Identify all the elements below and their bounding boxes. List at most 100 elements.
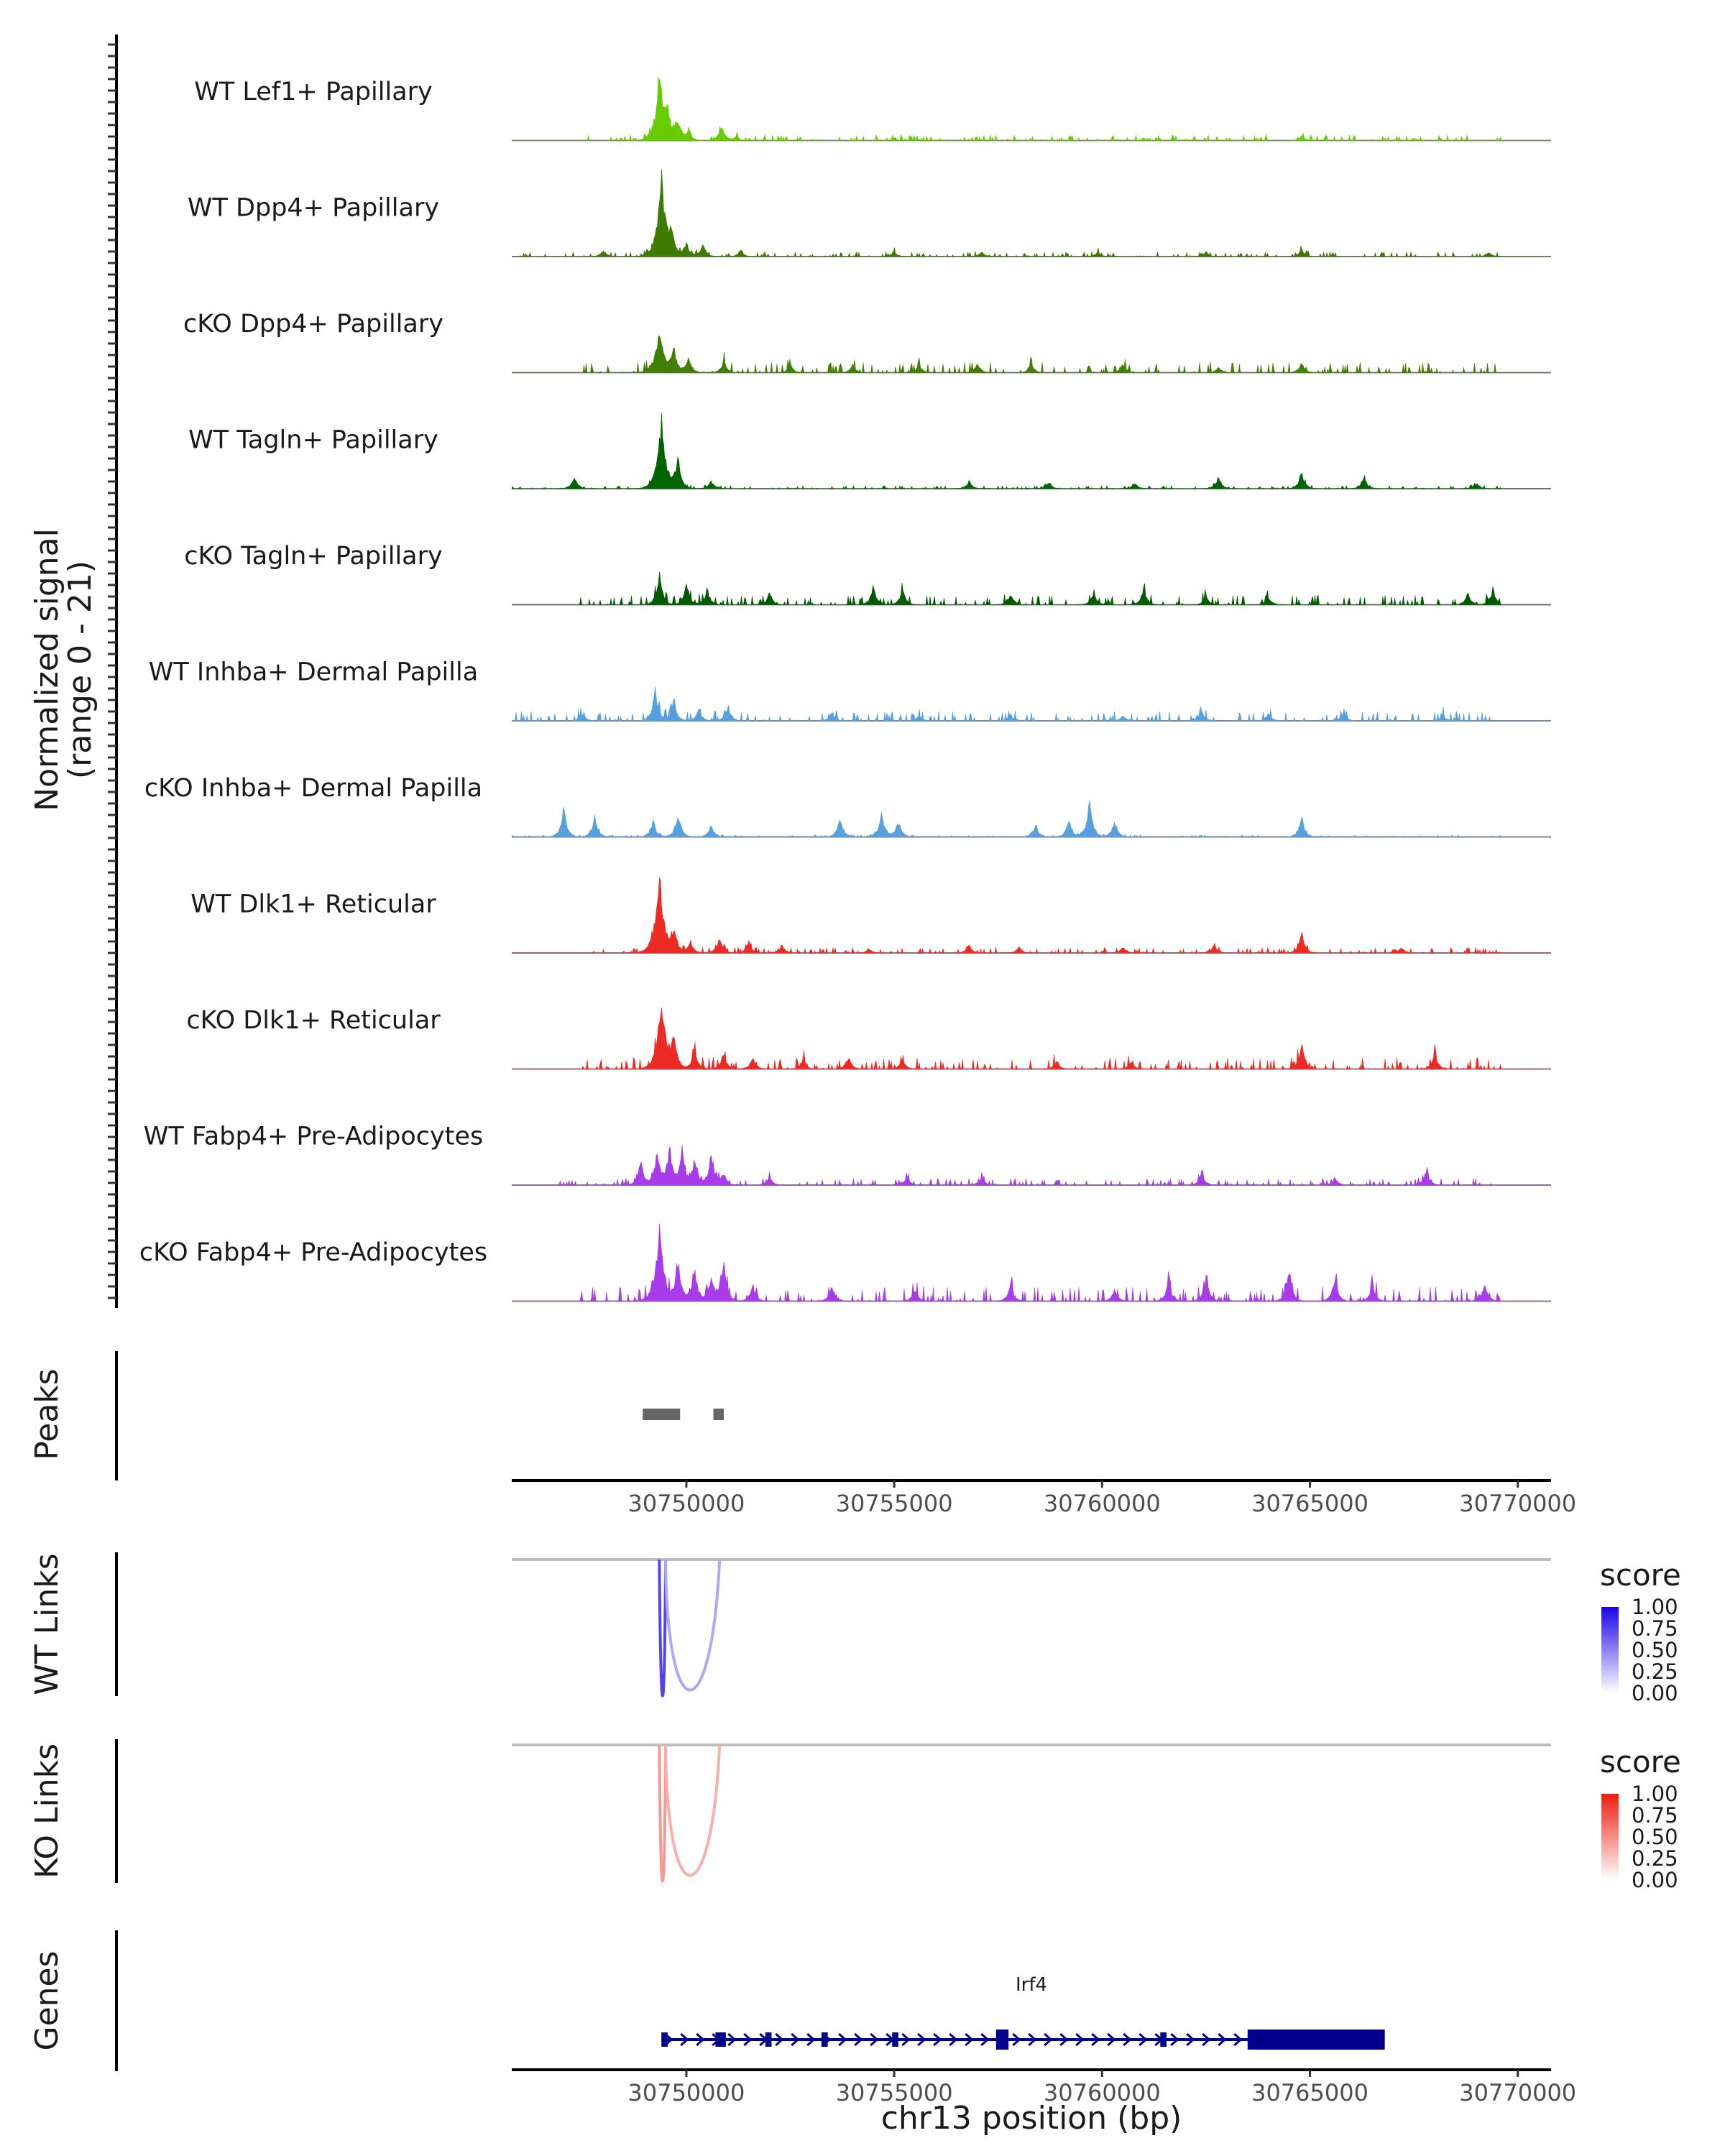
- strand-chevron: [933, 2032, 942, 2047]
- strand-chevron: [965, 2032, 974, 2047]
- wt-legend-tick: 0.00: [1632, 1681, 1678, 1705]
- ko-legend-tick: 1.00: [1632, 1782, 1678, 1806]
- track-label: cKO Fabp4+ Pre-Adipocytes: [139, 1238, 487, 1267]
- wt-legend-tick: 0.75: [1632, 1616, 1678, 1641]
- ko-legend-tick: 0.25: [1632, 1846, 1678, 1871]
- wt-link-arcs: [658, 1559, 722, 1697]
- coverage-track: cKO Dlk1+ Reticular: [186, 1006, 1551, 1070]
- strand-chevron: [775, 2032, 784, 2047]
- x-axis-top-tick-label: 30750000: [627, 1490, 745, 1517]
- strand-chevron: [949, 2032, 958, 2047]
- gene-exon: [995, 2030, 1009, 2050]
- wt-links-label: WT Links: [29, 1553, 65, 1695]
- genes-label: Genes: [29, 1950, 65, 2050]
- gene-exon: [715, 2032, 726, 2047]
- strand-chevron: [917, 2032, 926, 2047]
- coverage-area: [512, 571, 1551, 606]
- track-label: WT Lef1+ Papillary: [194, 78, 433, 106]
- x-axis-bottom-tick-label: 30760000: [1044, 2079, 1161, 2106]
- strand-chevron: [1170, 2032, 1179, 2047]
- wt-legend-tick: 1.00: [1632, 1595, 1678, 1619]
- coverage-track: WT Dlk1+ Reticular: [190, 877, 1551, 954]
- wt-legend-tick: 0.50: [1632, 1638, 1678, 1662]
- gene-exon: [1160, 2032, 1167, 2047]
- track-label: WT Tagln+ Papillary: [188, 426, 438, 455]
- coverage-area: [512, 336, 1551, 374]
- coverage-tracks: WT Lef1+ Papillary WT Dpp4+ Papillary cKO …: [139, 76, 1551, 1302]
- coverage-y-tick-marks: [108, 43, 116, 1299]
- coverage-track: cKO Inhba+ Dermal Papilla: [144, 774, 1551, 838]
- track-label: WT Fabp4+ Pre-Adipocytes: [144, 1123, 483, 1151]
- peak-region: [713, 1409, 724, 1420]
- strand-chevron: [1075, 2032, 1085, 2047]
- wt-score-legend: score 1.00 0.75 0.50 0.25 0.00: [1600, 1557, 1681, 1705]
- ko-link-arcs: [658, 1744, 722, 1883]
- strand-chevron: [791, 2032, 800, 2047]
- link-arc: [658, 1744, 668, 1883]
- peak-region: [643, 1409, 681, 1420]
- strand-chevron: [901, 2032, 911, 2047]
- x-axis-bottom-tick-label: 30750000: [627, 2079, 745, 2106]
- strand-chevron: [1186, 2032, 1195, 2047]
- strand-chevron: [1123, 2032, 1132, 2047]
- ko-legend-title: score: [1600, 1744, 1681, 1779]
- strand-chevron: [854, 2032, 863, 2047]
- ko-legend-tick: 0.50: [1632, 1825, 1678, 1849]
- coverage-area: [512, 686, 1551, 722]
- coverage-area: [512, 1145, 1551, 1187]
- coverage-area: [512, 168, 1551, 258]
- coverage-area: [511, 800, 1551, 838]
- strand-chevron: [1107, 2032, 1116, 2047]
- gene-exon: [1247, 2030, 1385, 2050]
- strand-chevron: [680, 2032, 689, 2047]
- track-label: cKO Tagln+ Papillary: [184, 542, 443, 571]
- strand-chevron: [696, 2032, 705, 2047]
- coverage-ylabel-line2: (range 0 - 21): [62, 561, 98, 779]
- coverage-track: WT Tagln+ Papillary: [188, 413, 1551, 489]
- x-axis-bottom-tick-label: 30765000: [1251, 2079, 1368, 2106]
- coverage-track: cKO Fabp4+ Pre-Adipocytes: [139, 1223, 1551, 1302]
- strand-chevron: [1028, 2032, 1037, 2047]
- coverage-area: [512, 76, 1551, 142]
- gene-name: Irf4: [1016, 1974, 1047, 1996]
- strand-chevron: [1044, 2032, 1053, 2047]
- wt-legend-colorbar: [1601, 1607, 1619, 1693]
- x-axis-label: chr13 position (bp): [881, 2100, 1182, 2137]
- strand-chevron: [727, 2032, 737, 2047]
- coverage-area: [512, 877, 1551, 954]
- link-arc: [658, 1559, 668, 1697]
- x-axis-top-tick-label: 30765000: [1251, 1490, 1368, 1517]
- x-axis-top-tick-label: 30770000: [1459, 1490, 1576, 1517]
- coverage-area: [511, 413, 1551, 489]
- strand-chevron: [1012, 2032, 1021, 2047]
- track-label: cKO Inhba+ Dermal Papilla: [144, 774, 482, 803]
- track-label: WT Inhba+ Dermal Papilla: [149, 658, 478, 687]
- strand-chevron: [1059, 2032, 1069, 2047]
- gene-model: Irf4: [661, 1974, 1385, 2050]
- x-axis-top-tick-label: 30760000: [1044, 1490, 1161, 1517]
- coverage-track: WT Inhba+ Dermal Papilla: [149, 658, 1551, 722]
- ko-legend-colorbar: [1601, 1794, 1619, 1880]
- strand-chevron: [980, 2032, 990, 2047]
- gene-exon: [892, 2032, 898, 2047]
- peak-regions: [643, 1409, 724, 1420]
- track-label: cKO Dpp4+ Papillary: [183, 310, 443, 338]
- track-label: cKO Dlk1+ Reticular: [186, 1006, 441, 1035]
- strand-chevron: [743, 2032, 753, 2047]
- gene-exon: [765, 2032, 772, 2047]
- link-arc: [664, 1744, 722, 1877]
- coverage-area: [512, 1008, 1551, 1070]
- coverage-track: cKO Dpp4+ Papillary: [183, 310, 1551, 374]
- coverage-track: WT Fabp4+ Pre-Adipocytes: [144, 1123, 1551, 1187]
- strand-chevron: [1091, 2032, 1100, 2047]
- x-axis-bottom-tick-label: 30770000: [1459, 2079, 1576, 2106]
- strand-chevron: [1233, 2032, 1243, 2047]
- gene-exon: [821, 2032, 828, 2047]
- track-label: WT Dpp4+ Papillary: [188, 194, 439, 223]
- gene-exon: [661, 2032, 668, 2047]
- x-axis-bottom-ticks: 30750000 30755000 30760000 30765000 30770000: [627, 2070, 1576, 2106]
- ko-legend-tick: 0.75: [1632, 1803, 1678, 1828]
- strand-chevron: [806, 2032, 816, 2047]
- x-axis-top-tick-label: 30755000: [836, 1490, 953, 1517]
